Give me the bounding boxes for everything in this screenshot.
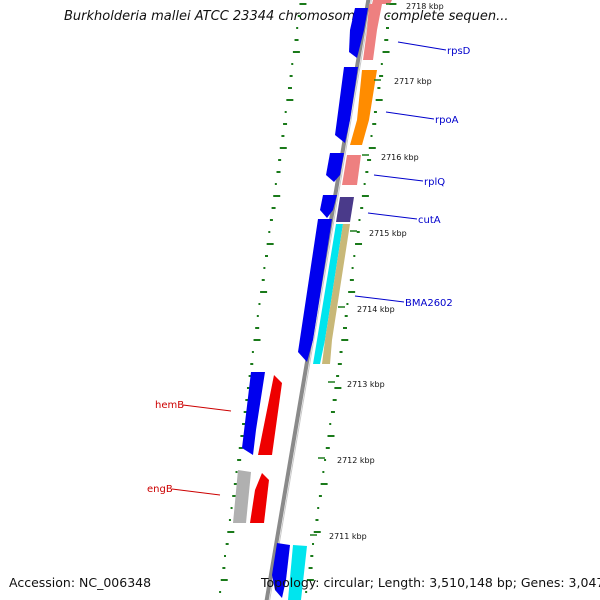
ruler-label: 2711 kbp [329, 532, 367, 541]
cds-arrow[interactable] [363, 4, 382, 60]
cds-arrow[interactable] [342, 155, 361, 185]
position-ruler: 2718 kbp 2717 kbp 2716 kbp 2715 kbp 2714… [310, 2, 444, 541]
gene-label-BMA2602[interactable]: BMA2602 [405, 298, 453, 309]
ruler-label: 2714 kbp [357, 305, 395, 314]
gc-skew-track [219, 3, 397, 593]
cds-arrow[interactable] [313, 224, 343, 364]
gene-label-rplQ[interactable]: rplQ [424, 177, 445, 188]
ruler-label: 2713 kbp [347, 380, 385, 389]
gene-label-hemB[interactable]: hemB [155, 400, 184, 411]
cds-arrow[interactable] [288, 545, 307, 600]
cds-arrow[interactable] [250, 473, 269, 523]
ruler-label: 2718 kbp [406, 2, 444, 11]
cds-arrow[interactable] [242, 372, 265, 455]
cds-arrow[interactable] [335, 67, 358, 143]
ruler-label: 2716 kbp [381, 153, 419, 162]
cds-arrow[interactable] [272, 543, 290, 598]
cds-arrow[interactable] [322, 224, 350, 364]
feature-track[interactable] [233, 0, 392, 600]
ruler-label: 2712 kbp [337, 456, 375, 465]
gene-label-engB[interactable]: engB [147, 484, 173, 495]
cds-arrow[interactable] [326, 153, 344, 182]
gene-labels[interactable]: rpsD rpoA rplQ cutA BMA2602 hemB engB [147, 41, 471, 496]
cds-arrow[interactable] [258, 375, 282, 455]
genome-summary-text: Topology: circular; Length: 3,510,148 bp… [261, 575, 600, 590]
accession-text: Accession: NC_006348 [9, 575, 152, 590]
ruler-label: 2717 kbp [394, 77, 432, 86]
cds-arrow[interactable] [350, 70, 377, 145]
ruler-label: 2715 kbp [369, 229, 407, 238]
cds-arrow[interactable] [372, 0, 392, 4]
map-title: Burkholderia mallei ATCC 23344 chromosom… [64, 9, 509, 24]
gene-label-rpoA[interactable]: rpoA [435, 115, 459, 126]
cds-arrow[interactable] [233, 470, 251, 523]
cds-arrow[interactable] [298, 219, 332, 362]
gene-label-cutA[interactable]: cutA [418, 215, 441, 226]
cds-arrow[interactable] [336, 197, 354, 222]
cds-arrow[interactable] [349, 8, 368, 58]
cds-arrow[interactable] [320, 195, 337, 218]
gene-label-rpsD[interactable]: rpsD [447, 46, 471, 57]
